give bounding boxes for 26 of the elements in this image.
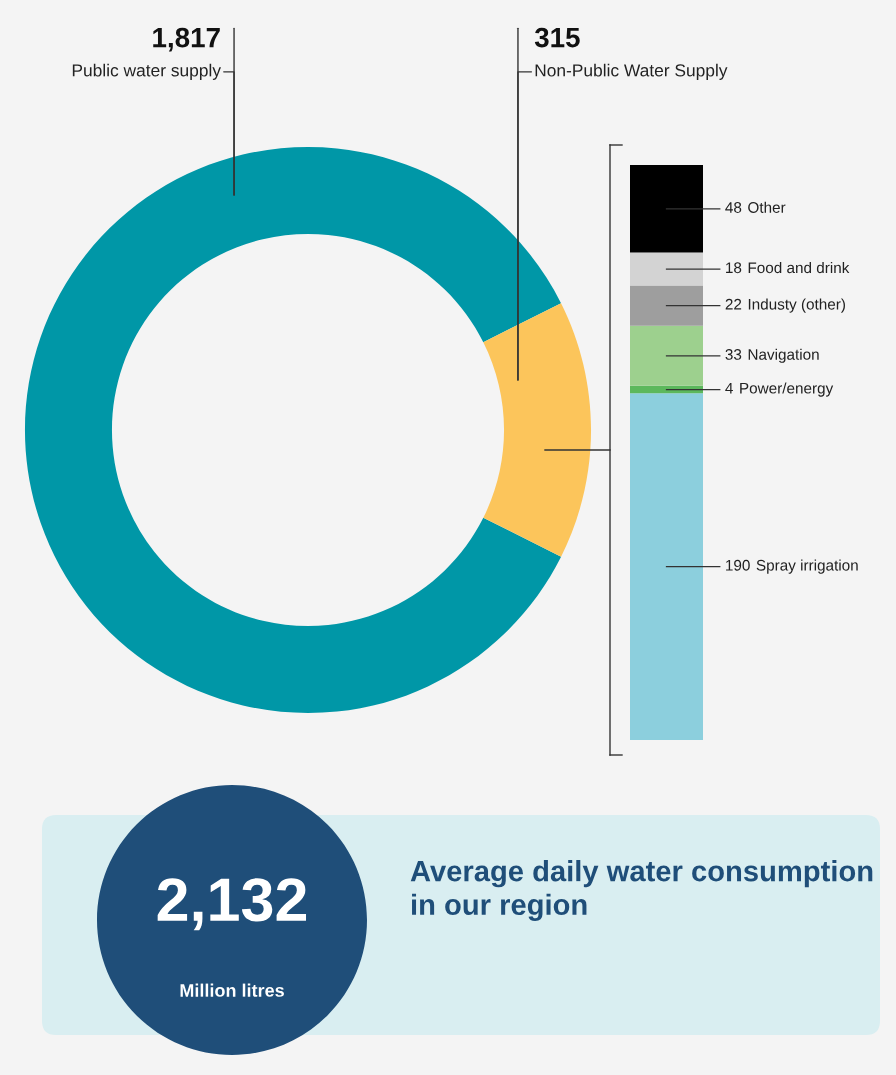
- slice-label: Non-Public Water Supply: [535, 63, 728, 80]
- bar: [630, 252, 703, 286]
- data-label: 190: [726, 559, 750, 571]
- data-label: 315: [534, 27, 580, 48]
- data-label: 1,817: [153, 27, 220, 52]
- text: 2,132: [157, 878, 307, 931]
- bar: [630, 165, 703, 253]
- bar: [630, 393, 703, 740]
- text: Other: [748, 201, 786, 213]
- data-label: 18: [726, 262, 742, 274]
- data-label: 33: [725, 349, 742, 360]
- text: Industy (other): [748, 298, 845, 313]
- text: Million litres: [180, 983, 284, 997]
- slice-label: Public water supply: [72, 63, 221, 80]
- donut-slice: [483, 303, 592, 557]
- data-label: 22: [725, 298, 742, 310]
- data-label: 4: [725, 382, 733, 394]
- text: Navigation: [748, 348, 819, 363]
- text: Food and drink: [748, 261, 850, 274]
- text: Average daily water consumption in our region: [410, 860, 873, 921]
- bar: [630, 325, 703, 386]
- text: Power/energy: [740, 382, 834, 397]
- donut-slice: [24, 146, 562, 714]
- text: Spray irrigation: [756, 559, 858, 574]
- data-label: 48: [725, 202, 742, 213]
- bar: [630, 285, 703, 326]
